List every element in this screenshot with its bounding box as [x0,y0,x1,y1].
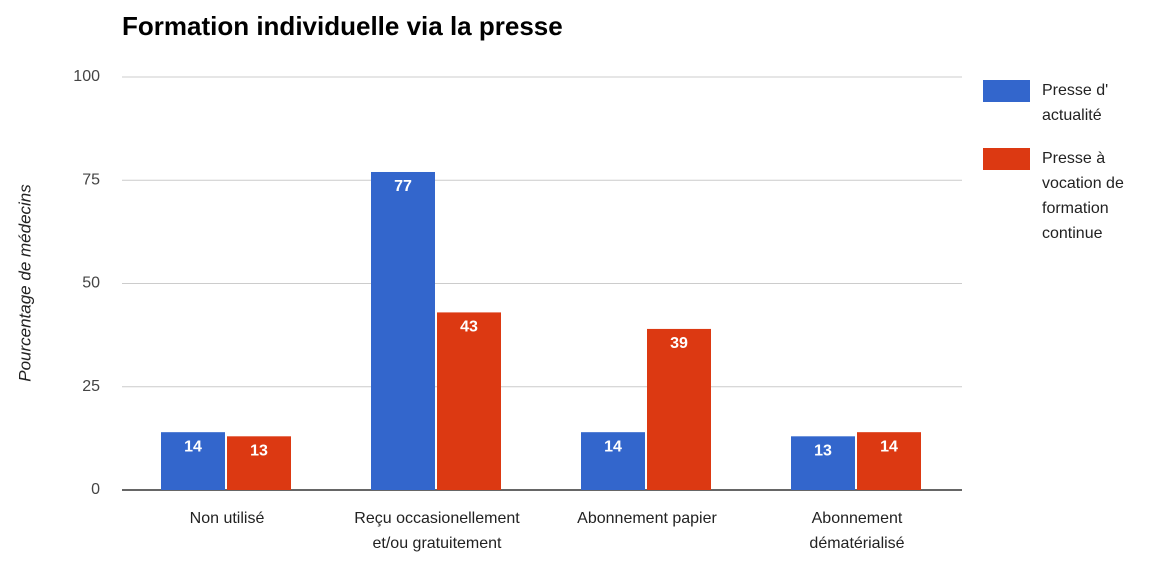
data-label: 39 [670,335,688,352]
legend-swatch [983,80,1030,102]
legend-swatch [983,148,1030,170]
data-label: 13 [814,443,832,460]
bar [227,436,291,490]
y-tick-label: 75 [82,171,100,188]
data-label: 14 [604,438,622,455]
data-label: 14 [880,438,898,455]
data-label: 14 [184,438,202,455]
y-tick-label: 0 [91,481,100,498]
y-tick-label: 100 [73,68,100,85]
y-axis-label: Pourcentage de médecins [15,184,34,382]
bar [437,312,501,490]
bar [857,432,921,490]
data-label: 77 [394,178,412,195]
x-tick-label: Non utilisé [189,510,265,527]
data-label: 13 [250,443,268,460]
legend-label: Presse d' actualité [1042,82,1109,124]
bar [791,436,855,490]
x-tick-label: Abonnement papier [577,510,717,527]
legend-label: Presse à vocation de formation continue [1042,150,1124,242]
bar [371,171,435,491]
bar [647,328,711,490]
bar [581,432,645,490]
bar [161,432,225,490]
chart-title: Formation individuelle via la presse [122,11,563,41]
y-tick-label: 25 [82,378,100,395]
x-tick-label: Reçu occasionellement et/ou gratuitement [354,510,520,552]
x-tick-label: Abonnement dématérialisé [809,510,905,552]
y-tick-label: 50 [82,275,100,292]
data-label: 43 [460,319,478,336]
